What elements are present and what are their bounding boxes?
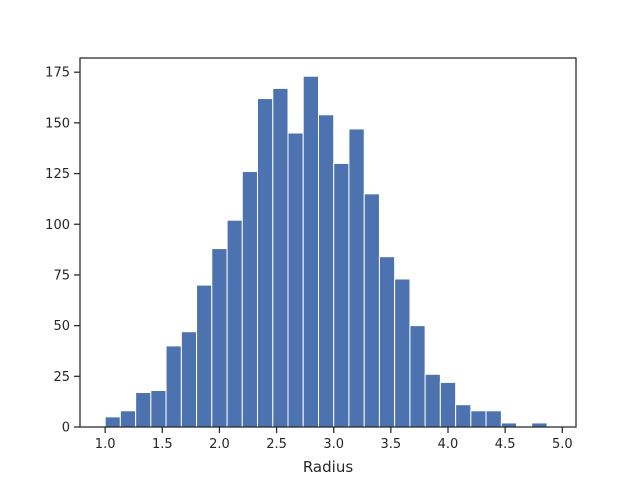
x-tick-label: 2.5 — [266, 437, 287, 452]
histogram-bar — [333, 162, 350, 428]
y-tick-label: 150 — [45, 116, 70, 131]
histogram-bar — [256, 98, 274, 428]
y-tick-label: 0 — [62, 421, 70, 436]
histogram-bar — [180, 331, 198, 428]
histogram-bar — [119, 410, 137, 428]
histogram-bar — [485, 410, 502, 428]
histogram-bar — [409, 325, 426, 428]
x-tick-label: 3.0 — [323, 437, 344, 452]
histogram-bar — [165, 345, 182, 428]
histogram-bar — [211, 248, 228, 428]
histogram-bar — [287, 132, 304, 428]
histogram-bar — [439, 381, 457, 428]
histogram-bar — [455, 404, 472, 428]
histogram-bar — [470, 410, 487, 428]
bars-layer — [104, 75, 548, 428]
histogram-bar — [378, 256, 396, 428]
histogram-bar — [318, 114, 335, 428]
histogram-bar — [150, 390, 167, 428]
histogram-bar — [135, 392, 152, 428]
histogram-bar — [241, 171, 258, 428]
axes-layer: 1.0 1.5 2.0 2.5 3.0 3.5 4.0 4.5 5.0 0 25 50 75 100 125… — [45, 57, 577, 452]
y-tick-label: 100 — [45, 218, 70, 233]
y-tick-label: 125 — [45, 167, 70, 182]
histogram-bar — [363, 193, 380, 428]
x-tick-label: 1.5 — [152, 437, 173, 452]
histogram-bar — [226, 219, 243, 428]
x-tick-label: 3.5 — [381, 437, 402, 452]
histogram-bar — [104, 416, 121, 428]
histogram-bar — [394, 278, 411, 428]
histogram-bar — [348, 128, 365, 428]
y-tick-label: 50 — [53, 319, 70, 334]
histogram-bar — [424, 373, 441, 428]
x-axis-label: Radius — [303, 458, 353, 476]
plot-frame — [79, 57, 577, 428]
x-tick-label: 4.0 — [438, 437, 459, 452]
y-tick-label: 175 — [45, 66, 70, 81]
y-tick-label: 75 — [53, 268, 70, 283]
histogram-bar — [302, 75, 320, 428]
x-tick-label: 5.0 — [552, 437, 573, 452]
y-tick-label: 25 — [53, 370, 70, 385]
x-tick-label: 1.0 — [95, 437, 116, 452]
x-tick-label: 4.5 — [495, 437, 516, 452]
histogram-bar — [272, 87, 289, 428]
x-tick-label: 2.0 — [209, 437, 230, 452]
histogram-bar — [196, 284, 213, 428]
